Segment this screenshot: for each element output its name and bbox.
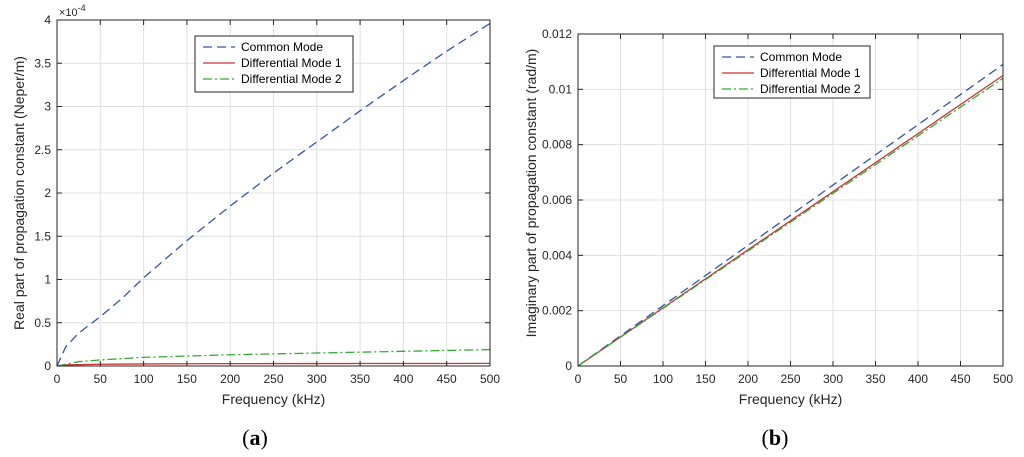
x-tick-label: 500: [993, 372, 1013, 386]
legend-entry: Differential Mode 1: [241, 56, 342, 70]
series-line-differential-mode-2: [56, 348, 491, 367]
y-tick-label: 0.002: [542, 304, 572, 318]
y-tick-label: 0: [565, 359, 572, 373]
y-tick-label: 0: [44, 359, 51, 373]
panel-caption: (a): [242, 425, 268, 450]
x-axis-label: Frequency (kHz): [739, 391, 842, 407]
caption-close-paren: ): [781, 425, 788, 450]
legend: Common Mode Differential Mode 1 Differenti…: [194, 35, 354, 93]
x-tick-label: 350: [350, 372, 370, 386]
y-tick-label: 3: [44, 100, 51, 114]
series-line-differential-mode-2: [577, 77, 1004, 367]
y-tick-label: 2: [44, 186, 51, 200]
y-tick-label: 0.004: [542, 248, 572, 262]
caption-open-paren: (: [242, 425, 249, 450]
y-multiplier-exponent: -4: [78, 3, 86, 13]
chart-panel-b: 0 50 100 150 200 250 300 350 400 450 500 0 0.002 0.00…: [523, 27, 1013, 450]
legend-entry: Common Mode: [241, 40, 323, 54]
legend-entry: Differential Mode 1: [760, 66, 861, 80]
y-tick-label: 0.5: [34, 316, 51, 330]
y-multiplier-base: ×10: [59, 7, 78, 19]
x-tick-label: 450: [437, 372, 457, 386]
caption-close-paren: ): [261, 425, 268, 450]
caption-letter: a: [250, 425, 261, 450]
y-tick-label: 2.5: [34, 143, 51, 157]
x-tick-label: 250: [780, 372, 800, 386]
y-multiplier: ×10-4: [59, 3, 86, 19]
y-axis-label: Imaginary part of propagation constant (…: [523, 49, 539, 338]
y-tick-label: 0.008: [542, 138, 572, 152]
caption-open-paren: (: [762, 425, 769, 450]
y-tick-label: 0.01: [549, 82, 573, 96]
x-tick-label: 400: [393, 372, 413, 386]
legend: Common Mode Differential Mode 1 Differenti…: [713, 45, 871, 99]
x-axis-label: Frequency (kHz): [222, 391, 325, 407]
x-tick-label: 200: [738, 372, 758, 386]
x-tick-label: 50: [94, 372, 108, 386]
y-tick-label: 1: [44, 273, 51, 287]
x-tick-label: 100: [134, 372, 154, 386]
series-line-common-mode: [56, 22, 491, 367]
panel-caption: (b): [762, 425, 789, 450]
legend-box: [194, 35, 354, 93]
y-axis-label: Real part of propagation constant (Neper…: [11, 56, 27, 330]
series-line-common-mode: [577, 63, 1004, 367]
x-tick-label: 450: [950, 372, 970, 386]
x-tick-label: 150: [177, 372, 197, 386]
legend-entry: Differential Mode 2: [241, 72, 342, 86]
x-tick-label: 350: [865, 372, 885, 386]
y-tick-label: 3.5: [34, 56, 51, 70]
x-tick-label: 500: [480, 372, 500, 386]
x-tick-label: 0: [54, 372, 61, 386]
y-tick-label: 1.5: [34, 229, 51, 243]
x-tick-label: 400: [908, 372, 928, 386]
series-line-differential-mode-1: [56, 362, 491, 367]
x-tick-label: 200: [220, 372, 240, 386]
x-tick-label: 300: [307, 372, 327, 386]
x-tick-label: 100: [653, 372, 673, 386]
x-tick-label: 300: [823, 372, 843, 386]
y-tick-label: 0.006: [542, 193, 572, 207]
x-tick-label: 50: [614, 372, 628, 386]
y-tick-label: 4: [44, 13, 51, 27]
x-tick-label: 150: [695, 372, 715, 386]
x-tick-label: 0: [575, 372, 582, 386]
y-tick-label: 0.012: [542, 27, 572, 41]
x-tick-label: 250: [263, 372, 283, 386]
caption-letter: b: [769, 425, 781, 450]
legend-entry: Common Mode: [760, 50, 842, 64]
chart-panel-a: 0 50 100 150 200 250 300 350 400 450 500 0 0.5 1 1.5 2 2…: [11, 3, 500, 450]
legend-entry: Differential Mode 2: [760, 82, 861, 96]
